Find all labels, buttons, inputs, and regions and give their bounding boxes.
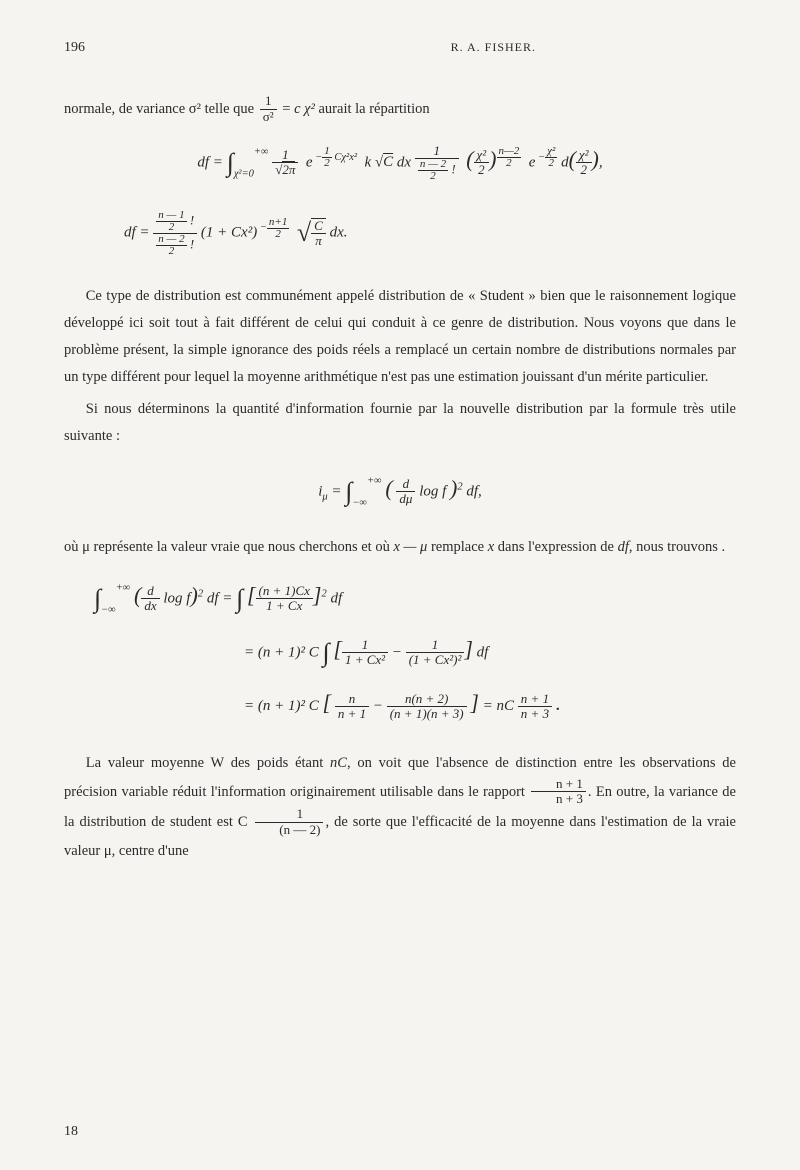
equation-1: df = ∫χ²=0+∞ 1√2π e −12 Cχ²x² k √C dx 1n…	[64, 139, 736, 257]
fraction-icon: 1(n — 2)	[255, 807, 324, 838]
equation-2: iμ = ∫−∞+∞ ( ddμ log f )2 df,	[64, 468, 736, 516]
footer-page-number: 18	[64, 1124, 78, 1140]
math-inline: df	[618, 539, 629, 555]
math-inline: c χ²	[294, 101, 315, 117]
fraction-icon: 1 σ²	[260, 94, 277, 125]
paragraph-2: Ce type de distribution est communément …	[64, 283, 736, 390]
paragraph-1: normale, de variance σ² telle que 1 σ² =…	[64, 94, 736, 125]
text: où μ représente la valeur vraie que nous…	[64, 539, 393, 555]
text: normale, de variance σ² telle que	[64, 101, 258, 117]
text: aurait la répartition	[319, 101, 430, 117]
page-number: 196	[64, 40, 85, 56]
author-name: R. A. FISHER.	[451, 40, 536, 56]
paragraph-4: où μ représente la valeur vraie que nous…	[64, 534, 736, 561]
equation-3: ∫−∞+∞ (ddx log f)2 df = ∫ [(n + 1)Cx1 + …	[94, 575, 736, 724]
paragraph-5: La valeur moyenne W des poids étant nC, …	[64, 750, 736, 865]
page-header: 196 R. A. FISHER.	[64, 40, 736, 56]
math-inline: x — μ	[393, 539, 427, 555]
fraction-icon: n + 1n + 3	[531, 777, 586, 808]
text: La valeur moyenne W des poids étant	[86, 755, 330, 771]
math-inline: nC	[330, 755, 347, 771]
text: dans l'expression de	[494, 539, 617, 555]
text: remplace	[427, 539, 487, 555]
text: , nous trouvons .	[629, 539, 725, 555]
body-text: normale, de variance σ² telle que 1 σ² =…	[64, 94, 736, 865]
paragraph-3: Si nous déterminons la quantité d'inform…	[64, 396, 736, 450]
